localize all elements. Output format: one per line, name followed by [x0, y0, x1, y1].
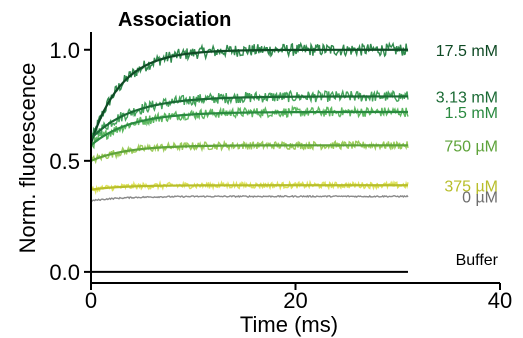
- series-label: 375 µM: [444, 178, 498, 195]
- x-tick-label: 20: [283, 288, 307, 313]
- series-labels: 17.5 mM 3.13 mM1.5 mM 750 µM 375 µM0 µM Buff…: [436, 43, 499, 269]
- x-ticks: 0 20 40: [85, 283, 512, 313]
- fit-curve: [89, 48, 408, 144]
- fit-curve: [90, 95, 408, 140]
- trace-line: [90, 88, 409, 144]
- trace-line: [90, 194, 409, 203]
- fit-curve: [90, 184, 408, 191]
- series-label: 0 µM: [462, 189, 498, 206]
- y-tick-label: 1.0: [49, 38, 80, 63]
- y-axis-label: Norm. fluorescence: [15, 63, 40, 254]
- series-label: Buffer: [456, 252, 499, 269]
- traces: [90, 41, 409, 273]
- series-label: 1.5 mM: [445, 105, 498, 122]
- series-label: 3.13 mM: [436, 89, 498, 106]
- fit-curve: [90, 110, 408, 147]
- series-label: 17.5 mM: [436, 43, 498, 60]
- x-axis-label: Time (ms): [240, 312, 338, 337]
- y-tick-label: 0.5: [49, 149, 80, 174]
- x-tick-label: 0: [85, 288, 97, 313]
- y-tick-label: 0.0: [49, 260, 80, 285]
- series-label: 750 µM: [444, 138, 498, 155]
- x-tick-label: 40: [488, 288, 512, 313]
- chart-title: Association: [118, 9, 231, 31]
- fit-curves: [89, 48, 408, 191]
- fit-curve: [90, 144, 408, 162]
- y-ticks: 0.0 0.5 1.0: [49, 38, 91, 285]
